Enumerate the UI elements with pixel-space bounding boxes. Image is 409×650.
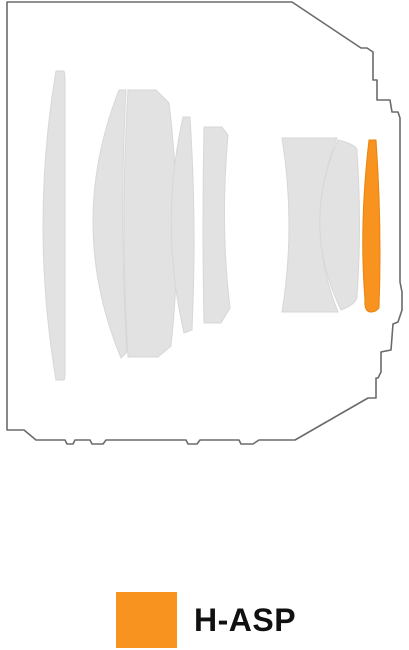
lens-element-3 [123, 89, 178, 358]
lens-element-2 [92, 89, 128, 359]
lens-element-7 [319, 139, 360, 311]
legend: H-ASP [116, 592, 296, 648]
lens-element-5 [202, 126, 231, 324]
lens-element-4 [170, 116, 195, 334]
lens-element-8-h-asp [362, 139, 381, 313]
legend-swatch-h-asp [116, 592, 177, 648]
legend-label-h-asp: H-ASP [194, 601, 297, 638]
lens-barrel-outline [6, 1, 403, 445]
lens-element-1 [42, 70, 66, 381]
